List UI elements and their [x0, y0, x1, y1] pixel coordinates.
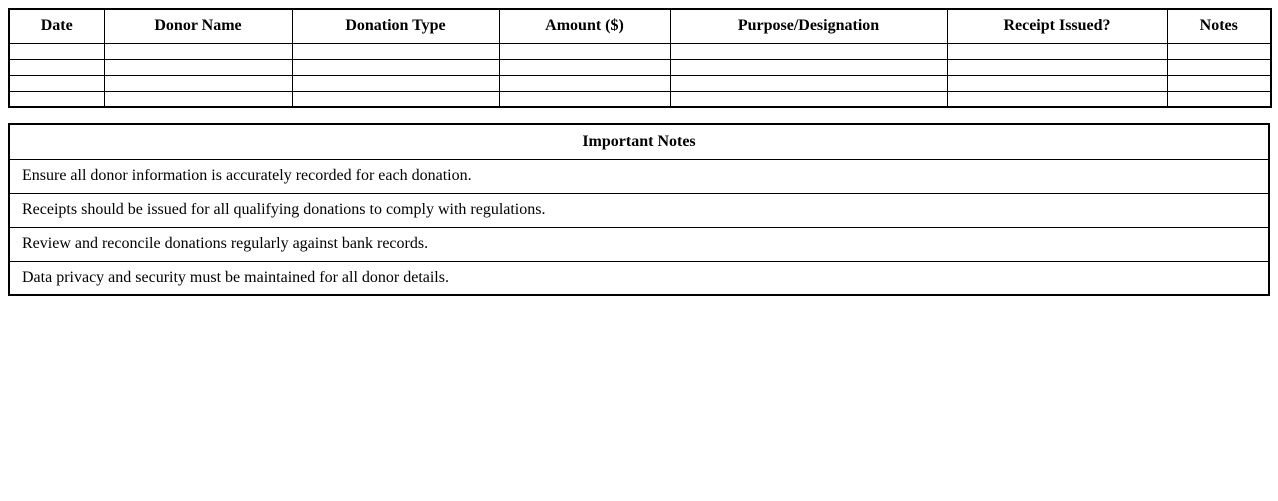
empty-cell: [1166, 58, 1272, 76]
empty-cell: [669, 74, 948, 92]
column-header-receipt-issued: Receipt Issued?: [946, 8, 1168, 44]
column-header-notes: Notes: [1166, 8, 1272, 44]
empty-cell: [103, 58, 293, 76]
note-text: Data privacy and security must be mainta…: [8, 260, 1270, 296]
empty-cell: [498, 74, 671, 92]
empty-cell: [103, 74, 293, 92]
empty-cell: [946, 42, 1168, 60]
empty-cell: [291, 74, 500, 92]
note-row: Data privacy and security must be mainta…: [8, 260, 1270, 296]
empty-cell: [669, 90, 948, 108]
note-text: Ensure all donor information is accurate…: [8, 158, 1270, 194]
empty-cell: [669, 58, 948, 76]
empty-cell: [291, 42, 500, 60]
note-text: Receipts should be issued for all qualif…: [8, 192, 1270, 228]
donation-table-header-row: Date Donor Name Donation Type Amount ($)…: [8, 8, 1272, 44]
empty-cell: [8, 42, 105, 60]
empty-cell: [946, 58, 1168, 76]
column-header-purpose: Purpose/Designation: [669, 8, 948, 44]
empty-cell: [8, 74, 105, 92]
donation-table-empty-row: [8, 42, 1272, 60]
empty-cell: [1166, 42, 1272, 60]
column-header-donor-name: Donor Name: [103, 8, 293, 44]
empty-cell: [8, 90, 105, 108]
empty-cell: [946, 90, 1168, 108]
empty-cell: [498, 58, 671, 76]
important-notes-table: Important Notes Ensure all donor informa…: [8, 123, 1270, 296]
donation-log-table: Date Donor Name Donation Type Amount ($)…: [8, 8, 1272, 108]
column-header-date: Date: [8, 8, 105, 44]
note-row: Review and reconcile donations regularly…: [8, 226, 1270, 262]
important-notes-header-row: Important Notes: [8, 123, 1270, 160]
empty-cell: [103, 90, 293, 108]
note-row: Ensure all donor information is accurate…: [8, 158, 1270, 194]
donation-table-empty-row: [8, 58, 1272, 76]
note-text: Review and reconcile donations regularly…: [8, 226, 1270, 262]
note-row: Receipts should be issued for all qualif…: [8, 192, 1270, 228]
column-header-amount: Amount ($): [498, 8, 671, 44]
empty-cell: [498, 90, 671, 108]
empty-cell: [669, 42, 948, 60]
column-header-donation-type: Donation Type: [291, 8, 500, 44]
empty-cell: [1166, 74, 1272, 92]
empty-cell: [103, 42, 293, 60]
empty-cell: [291, 90, 500, 108]
empty-cell: [291, 58, 500, 76]
empty-cell: [498, 42, 671, 60]
important-notes-title: Important Notes: [8, 123, 1270, 160]
empty-cell: [1166, 90, 1272, 108]
donation-table-empty-row: [8, 74, 1272, 92]
empty-cell: [8, 58, 105, 76]
empty-cell: [946, 74, 1168, 92]
donation-table-empty-row: [8, 90, 1272, 108]
